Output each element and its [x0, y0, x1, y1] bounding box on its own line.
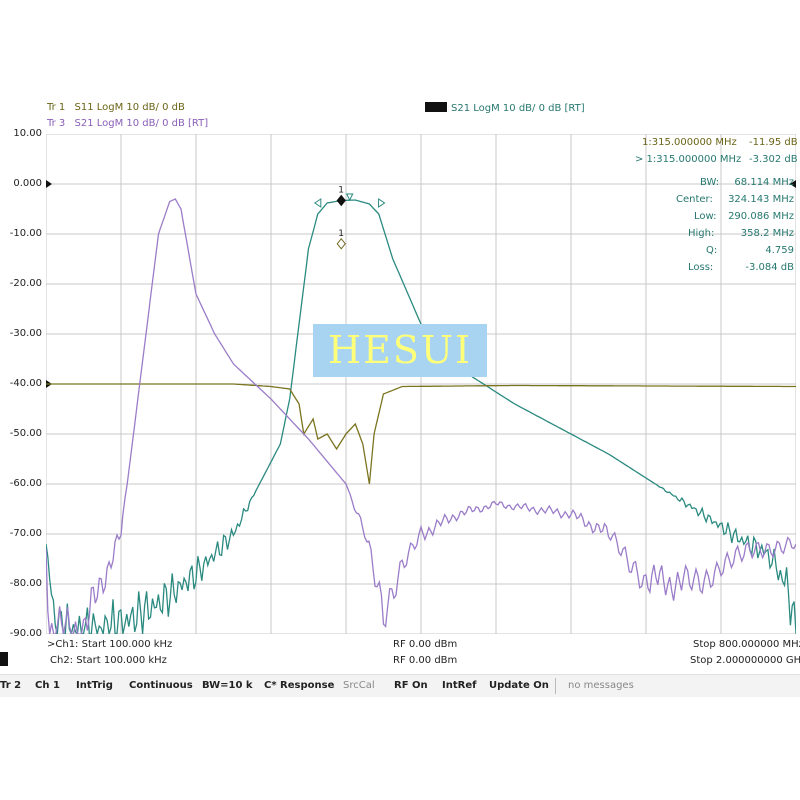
reference-arrow-right [790, 180, 796, 188]
status-messages: no messages [568, 680, 634, 691]
marker-1-s11-value: -11.95 dB [749, 137, 798, 148]
y-tick-label: -60.00 [9, 478, 42, 489]
stat-value: 324.143 MHz [728, 194, 794, 205]
marker-1-s11-label: 1:315.000000 MHz [642, 137, 737, 148]
softkey-update-on[interactable]: Update On [489, 680, 549, 691]
y-tick-label: -80.00 [9, 578, 42, 589]
softkey-rf-on[interactable]: RF On [394, 680, 428, 691]
stat-key: Q: [706, 245, 718, 256]
ch1-rf-power[interactable]: RF 0.00 dBm [393, 639, 458, 650]
marker-1-s21-value: -3.302 dB [749, 154, 798, 165]
softkey-bandwidth[interactable]: BW=10 k [202, 680, 253, 691]
watermark-logo: HESUI [313, 324, 487, 377]
legend-swatch [425, 102, 447, 112]
ch2-start[interactable]: Ch2: Start 100.000 kHz [50, 655, 167, 666]
stat-value: -3.084 dB [745, 262, 794, 273]
softkey-tr2[interactable]: Tr 2 [0, 680, 22, 691]
trace-3-id: Tr 3 [47, 118, 66, 129]
softkey-response[interactable]: C* Response [264, 680, 335, 691]
stat-value: 4.759 [765, 245, 794, 256]
status-bar: Tr 2 Ch 1 IntTrig Continuous BW=10 k C* … [0, 674, 800, 697]
softkey-srccal[interactable]: SrcCal [343, 680, 375, 691]
trace-3-desc: S21 LogM 10 dB/ 0 dB [RT] [74, 118, 209, 129]
ch1-start[interactable]: >Ch1: Start 100.000 kHz [47, 639, 173, 650]
softkey-intref[interactable]: IntRef [442, 680, 477, 691]
y-axis: 10.00 0.000 -10.00 -20.00 -30.00 -40.00 -50.00… [0, 128, 46, 640]
trace-s21_purple [46, 198, 796, 634]
trace-1-header[interactable]: Tr 1 S11 LogM 10 dB/ 0 dB [47, 102, 191, 113]
y-tick-label: -40.00 [9, 378, 42, 389]
trace-1-id: Tr 1 [47, 102, 66, 113]
stat-value: 68.114 MHz [734, 177, 794, 188]
y-tick-label: -20.00 [9, 278, 42, 289]
stat-key: Center: [676, 194, 713, 205]
marker-label: 1 [338, 229, 344, 239]
status-divider [555, 678, 556, 694]
softkey-inttrig[interactable]: IntTrig [76, 680, 113, 691]
bandwidth-high-marker [378, 198, 386, 208]
stat-key: Loss: [688, 262, 714, 273]
channel-2-trace-legend[interactable]: S21 LogM 10 dB/ 0 dB [RT] [425, 102, 591, 114]
active-channel-marker [0, 652, 8, 666]
y-tick-label: -70.00 [9, 528, 42, 539]
y-tick-label: -90.00 [9, 628, 42, 639]
y-tick-label: -10.00 [9, 228, 42, 239]
legend-desc: S21 LogM 10 dB/ 0 dB [RT] [451, 103, 585, 114]
y-tick-label: 10.00 [13, 128, 42, 139]
softkey-continuous[interactable]: Continuous [129, 680, 193, 691]
trace-s11 [46, 383, 796, 485]
marker-diamond [336, 237, 346, 250]
stat-value: 358.2 MHz [740, 228, 794, 239]
stat-key: High: [688, 228, 715, 239]
ch2-stop[interactable]: Stop 2.000000000 GHz [690, 655, 800, 666]
stat-key: Low: [694, 211, 717, 222]
bandwidth-center-marker [345, 193, 354, 202]
ch2-rf-power[interactable]: RF 0.00 dBm [393, 655, 458, 666]
y-tick-label: -50.00 [9, 428, 42, 439]
stat-key: BW: [700, 177, 720, 188]
bandwidth-low-marker [313, 198, 322, 208]
y-tick-label: -30.00 [9, 328, 42, 339]
ch1-stop[interactable]: Stop 800.000000 MHz [693, 639, 800, 650]
trace-1-desc: S11 LogM 10 dB/ 0 dB [74, 102, 185, 113]
marker-label: 1 [338, 186, 344, 196]
stat-value: 290.086 MHz [728, 211, 794, 222]
chart-svg: 11 [46, 134, 796, 634]
y-tick-label: 0.000 [13, 178, 42, 189]
trace-s21_teal [46, 199, 796, 634]
marker-diamond [336, 194, 346, 207]
reference-arrow-left [46, 180, 52, 188]
marker-1-s21-label: > 1:315.000000 MHz [635, 154, 742, 165]
trace-3-header[interactable]: Tr 3 S21 LogM 10 dB/ 0 dB [RT] [47, 118, 214, 129]
softkey-ch1[interactable]: Ch 1 [35, 680, 60, 691]
